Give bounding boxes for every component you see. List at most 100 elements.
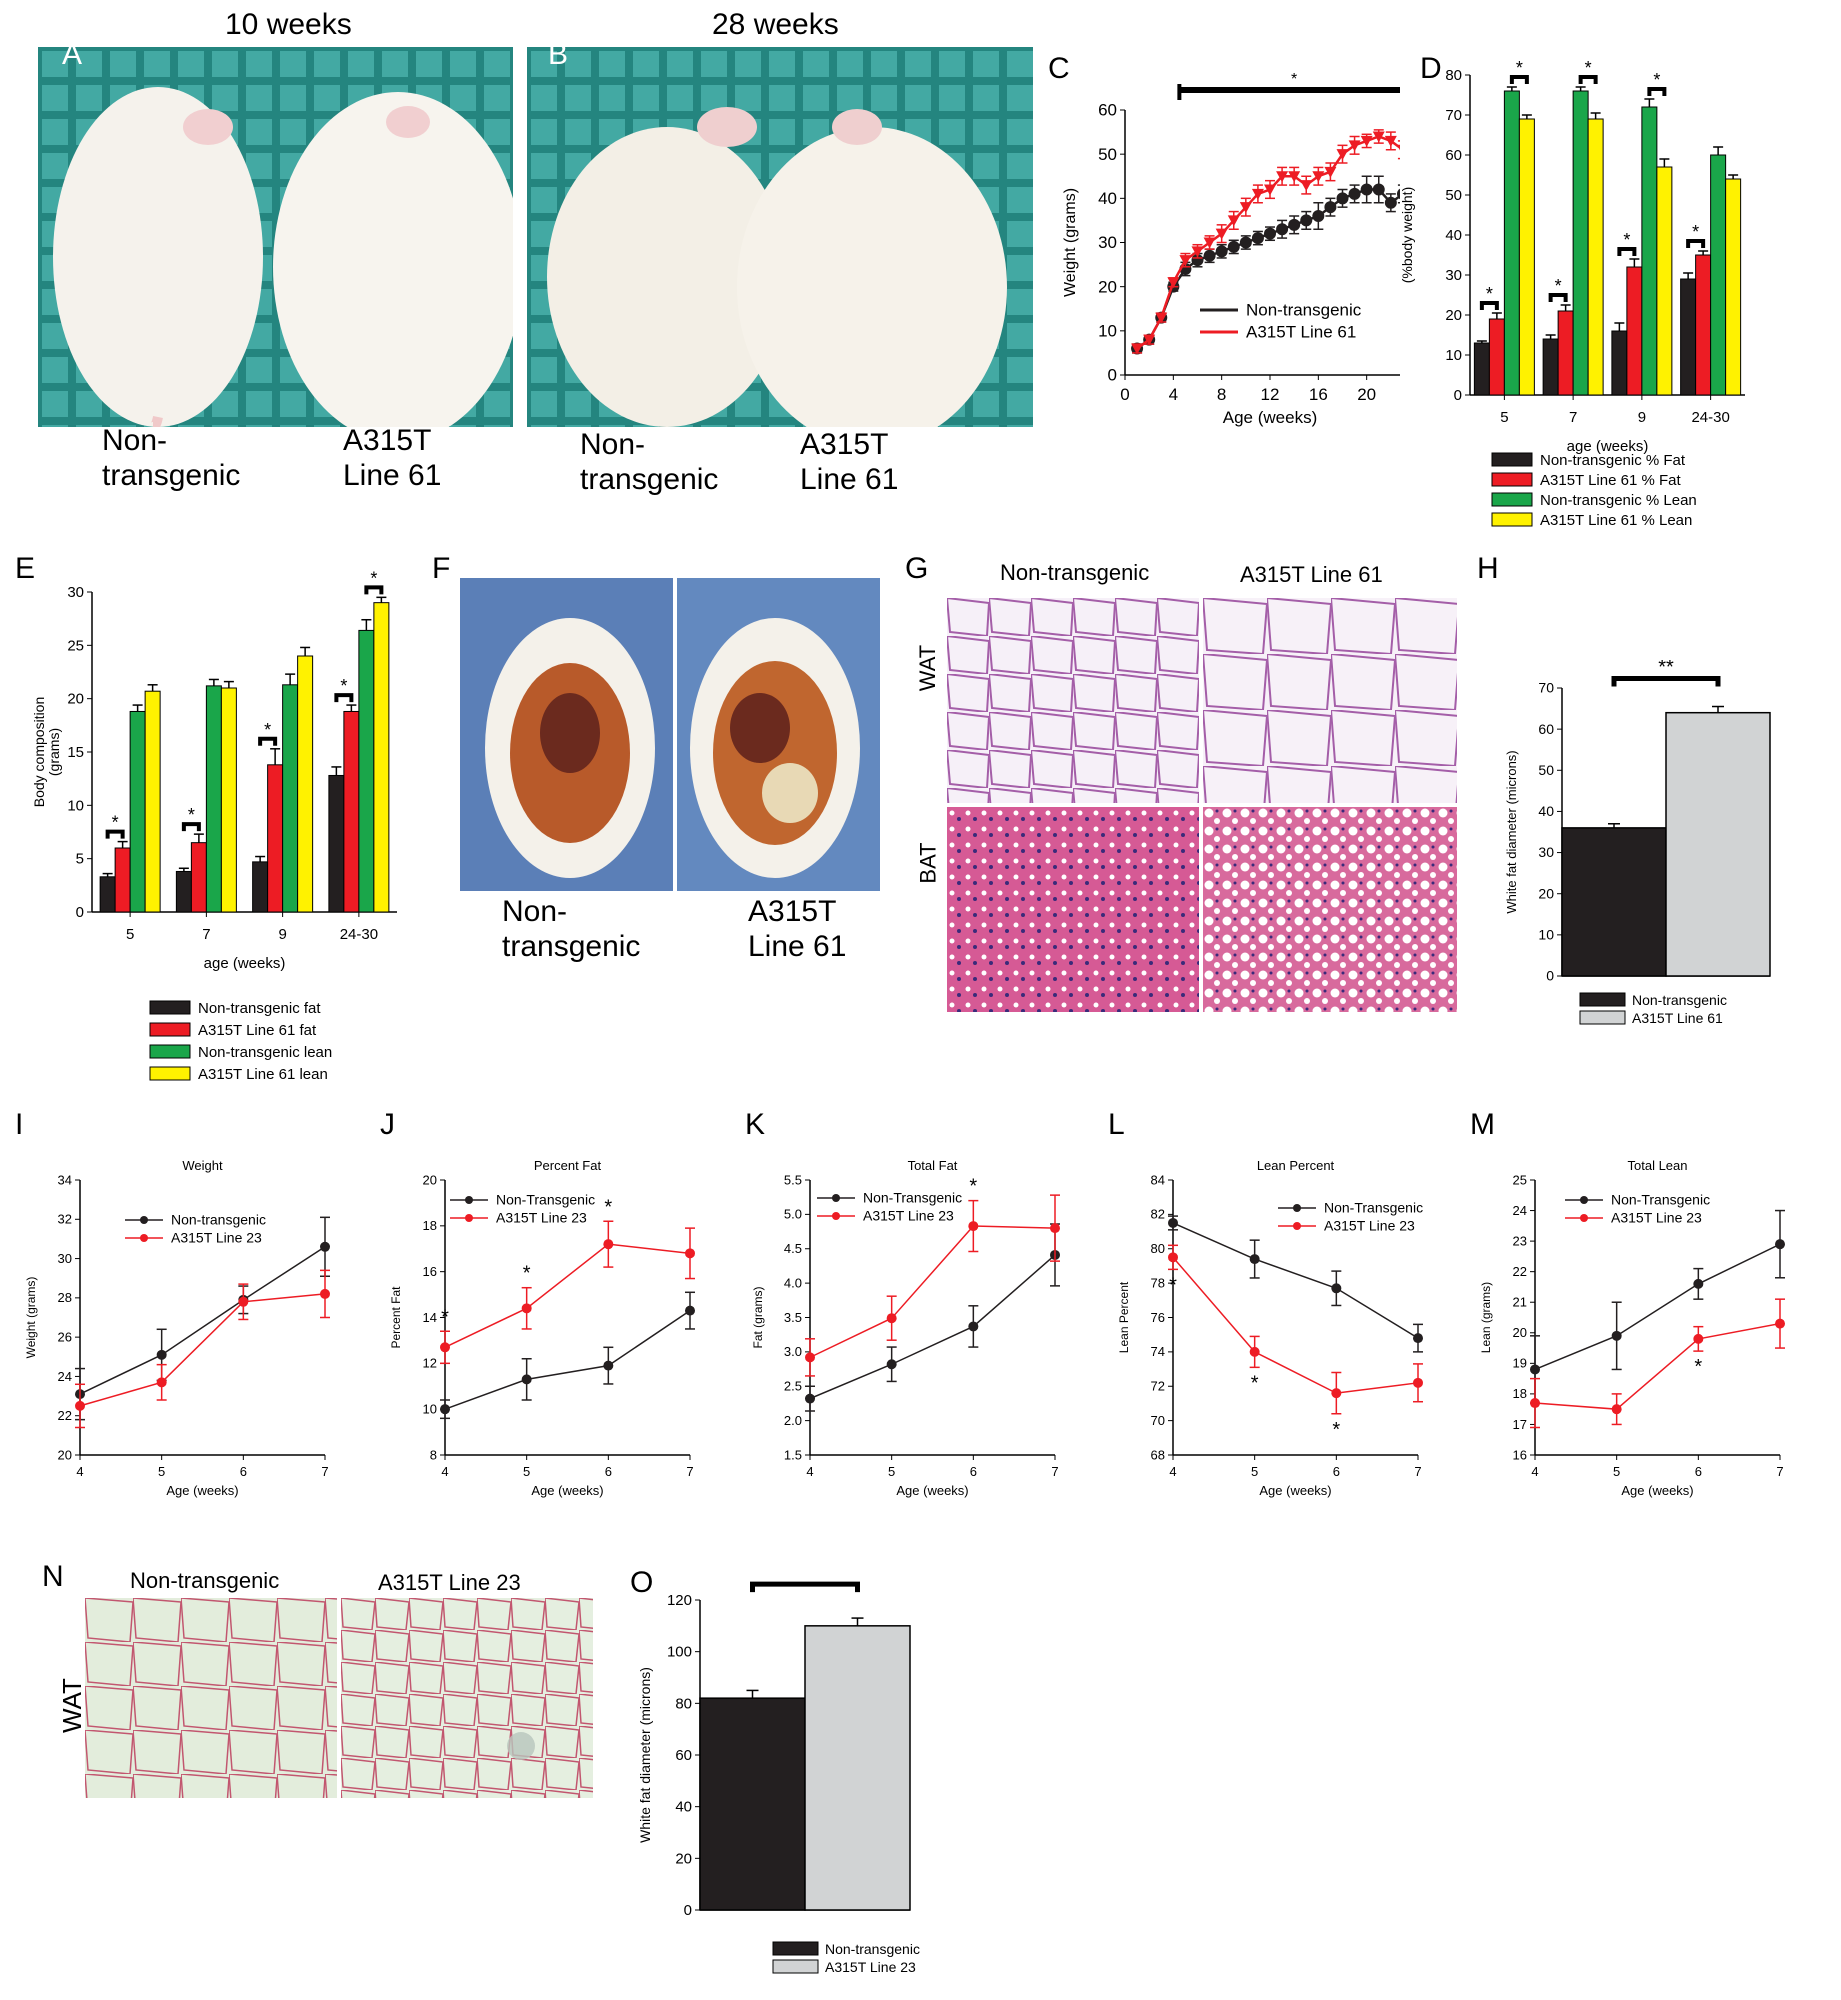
y-tick-label: 26 [58,1329,72,1344]
panel-f-caption-left: Non- transgenic [502,895,641,963]
data-point [1336,149,1349,161]
bar [1710,154,1727,396]
y-tick-label: 14 [423,1310,437,1325]
y-tick-label: 4.5 [784,1241,802,1256]
panel-n-col2: A315T Line 23 [378,1570,521,1595]
panel-label-c: C [1048,52,1070,85]
data-point [1143,334,1156,346]
significance-bracket [105,829,125,839]
bar [282,684,299,913]
data-point [1312,210,1325,222]
bar [1725,178,1742,396]
significance-mark: * [1694,1356,1702,1378]
chart-title: Percent Fat [534,1158,602,1173]
y-tick-label: 20 [675,1850,692,1867]
series-line-1 [1172,1256,1419,1394]
cage-grid-b [527,47,1033,427]
series-line-0 [79,1246,326,1395]
panel-a-caption-left: Non- transgenic [102,424,241,492]
panel-label-b: B [548,38,569,71]
y-tick-label: 3.0 [784,1344,802,1359]
y-tick-label: 3.5 [784,1310,802,1325]
histology-wat-a315t-line23 [341,1598,593,1798]
y-tick-label: 16 [423,1264,437,1279]
significance-bracket [364,585,384,595]
data-point [440,1404,450,1415]
data-point [1050,1223,1060,1234]
bar [297,655,314,913]
legend-marker [140,1216,148,1224]
legend-label: Non-Transgenic [863,1189,962,1205]
legend-marker [465,1196,473,1204]
y-axis-label: Lean (grams) [1479,1282,1493,1353]
significance-mark: * [1623,230,1630,250]
panel-g-col2: A315T Line 61 [1240,562,1383,587]
y-tick-label: 30 [67,584,84,601]
significance-mark: * [969,1176,977,1198]
x-axis-label: age (weeks) [204,955,286,972]
y-tick-label: 40 [1538,803,1554,819]
mouse-nontransgenic-a [53,87,263,427]
legend-label: Non-transgenic [171,1211,266,1227]
y-tick-label: 70 [1445,107,1462,124]
significance-mark: * [1585,58,1592,78]
chart-title: Lean Percent [1257,1158,1335,1173]
y-tick-label: 20 [1513,1325,1527,1340]
chart-k-total-fat: 1.5 2.0 2.5 3.0 3.5 4.0 4.5 5.0 5.5 4 5 6 7 Age (week… [751,1158,1060,1498]
bar [699,1697,806,1911]
series-line-0 [1534,1243,1781,1371]
legend-label: Non-Transgenic [1611,1191,1710,1207]
y-tick-label: 50 [1538,762,1554,778]
y-tick-label: 40 [1098,189,1117,208]
data-point [320,1288,330,1299]
panel-label-f: F [432,552,451,585]
histology-wat-nontransgenic [947,598,1199,803]
y-tick-label: 8 [430,1447,437,1462]
panel-label-o: O [630,1566,654,1599]
significance-mark: * [188,805,195,825]
x-tick-label: 5 [523,1464,530,1479]
data-point [1288,171,1301,183]
data-point [1131,343,1144,355]
bar [1542,338,1559,396]
x-tick-label: 6 [970,1464,977,1479]
panel-n-row-wat: WAT [56,1678,87,1733]
y-tick-label: 5.0 [784,1207,802,1222]
x-axis-label: Age (weeks) [531,1483,603,1498]
legend-swatch [1491,512,1533,527]
significance-mark: ** [1658,660,1674,679]
data-point [685,1248,695,1259]
chart-d-percent-body-weight: 0 10 20 30 40 50 60 70 80 5 7 9 24-30 * * * * * * * age (wee… [1400,58,1745,529]
legend-label: Non-transgenic lean [198,1044,332,1061]
legend-label: A315T Line 61 lean [198,1066,328,1083]
data-point [521,1303,532,1314]
significance-bracket [181,822,201,832]
histology-bat-a315t [1203,807,1457,1012]
significance-bracket [1479,301,1499,310]
data-point [1276,171,1289,183]
y-tick-label: 20 [423,1172,437,1187]
chart-h-white-fat-diameter: 0 10 20 30 40 50 60 70 ** White fat diameter (mic… [1504,660,1771,1026]
significance-bracket [1578,75,1598,84]
bar [1587,118,1604,396]
significance-mark: * [1486,284,1493,304]
significance-bracket [750,1581,860,1593]
y-tick-label: 12 [423,1356,437,1371]
y-axis-label: Weight (grams) [24,1277,38,1359]
significance-mark: * [1653,70,1660,90]
legend-label: A315T Line 23 [171,1229,262,1245]
bar [175,870,192,913]
bar [343,710,360,913]
legend-swatch [149,1044,191,1059]
y-axis-label: (%body weight) [1400,187,1415,284]
y-tick-label: 16 [1513,1447,1527,1462]
data-point [1191,246,1204,258]
significance-bracket [1509,75,1529,84]
data-point [1264,184,1276,196]
data-point [968,1321,979,1332]
bar [1473,342,1490,396]
data-point [1372,131,1385,143]
y-tick-label: 2.5 [784,1379,802,1394]
bar [99,876,116,913]
y-tick-label: 60 [1445,147,1462,164]
